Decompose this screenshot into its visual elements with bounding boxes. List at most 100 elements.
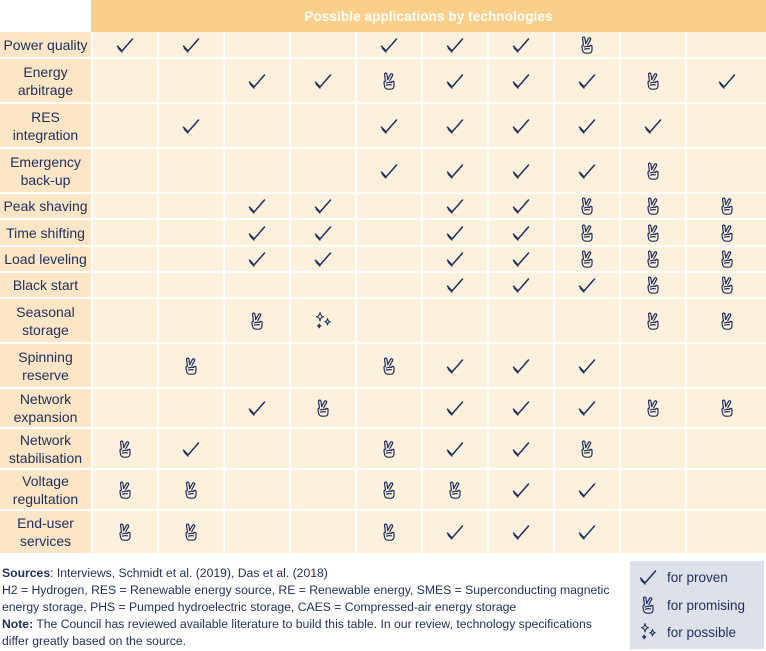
sources-text: : Interviews, Schmidt et al. (2019), Das… bbox=[50, 566, 328, 580]
table-cell bbox=[223, 194, 289, 220]
table-cell bbox=[421, 247, 487, 273]
checkmark-icon bbox=[445, 398, 465, 418]
table-cell bbox=[619, 59, 685, 104]
crossed-fingers-icon bbox=[115, 439, 135, 459]
table-cell bbox=[685, 59, 766, 104]
table-cell bbox=[619, 149, 685, 194]
table-cell bbox=[685, 273, 766, 299]
table-cell bbox=[553, 59, 619, 104]
legend-label: for promising bbox=[667, 597, 746, 613]
table-cell bbox=[355, 104, 421, 149]
table-cell bbox=[223, 32, 289, 59]
table-row: Black start bbox=[0, 273, 766, 299]
legend-item-proven: for proven bbox=[638, 567, 728, 587]
table-cell bbox=[685, 149, 766, 194]
table-cell bbox=[223, 429, 289, 470]
checkmark-icon bbox=[181, 439, 201, 459]
checkmark-icon bbox=[445, 35, 465, 55]
table-cell bbox=[487, 344, 553, 389]
table-cell bbox=[685, 247, 766, 273]
checkmark-icon bbox=[247, 196, 267, 216]
table-cell bbox=[685, 104, 766, 149]
table-cell bbox=[421, 470, 487, 511]
table-cell bbox=[553, 104, 619, 149]
checkmark-icon bbox=[181, 35, 201, 55]
table-cell bbox=[355, 273, 421, 299]
checkmark-icon bbox=[577, 522, 597, 542]
table-cell bbox=[223, 247, 289, 273]
table-row: Network expansion bbox=[0, 389, 766, 429]
table-cell bbox=[553, 429, 619, 470]
crossed-fingers-icon bbox=[181, 522, 201, 542]
checkmark-icon bbox=[445, 116, 465, 136]
table-row: Network stabilisation bbox=[0, 429, 766, 470]
sources-label: Sources bbox=[2, 566, 51, 580]
table-cell bbox=[91, 220, 157, 247]
table-cell bbox=[289, 194, 355, 220]
table-cell bbox=[487, 511, 553, 555]
table-cell bbox=[487, 389, 553, 429]
table-cell bbox=[421, 299, 487, 344]
table-cell bbox=[421, 389, 487, 429]
checkmark-icon bbox=[643, 116, 663, 136]
table-cell bbox=[487, 299, 553, 344]
table-cell bbox=[223, 104, 289, 149]
table-cell bbox=[355, 344, 421, 389]
table-cell bbox=[553, 32, 619, 59]
checkmark-icon bbox=[511, 196, 531, 216]
table-row: Peak shaving bbox=[0, 194, 766, 220]
table-cell bbox=[91, 299, 157, 344]
table-cell bbox=[289, 220, 355, 247]
table-cell bbox=[421, 104, 487, 149]
checkmark-icon bbox=[511, 35, 531, 55]
checkmark-icon bbox=[577, 275, 597, 295]
table-cell bbox=[619, 104, 685, 149]
row-label: Black start bbox=[0, 273, 91, 299]
row-label: Emergency back-up bbox=[0, 149, 91, 194]
table-cell bbox=[685, 344, 766, 389]
table-cell bbox=[91, 429, 157, 470]
table-cell bbox=[91, 470, 157, 511]
checkmark-icon bbox=[511, 249, 531, 269]
table-cell bbox=[289, 32, 355, 59]
table-cell bbox=[289, 344, 355, 389]
crossed-fingers-icon bbox=[717, 311, 737, 331]
table-cell bbox=[421, 32, 487, 59]
table-cell bbox=[223, 59, 289, 104]
crossed-fingers-icon bbox=[313, 398, 333, 418]
table-row: Power quality bbox=[0, 32, 766, 59]
checkmark-icon bbox=[577, 480, 597, 500]
table-cell bbox=[619, 389, 685, 429]
table-cell bbox=[619, 32, 685, 59]
checkmark-icon bbox=[445, 249, 465, 269]
checkmark-icon bbox=[511, 275, 531, 295]
table-cell bbox=[487, 429, 553, 470]
table-cell bbox=[553, 149, 619, 194]
table-cell bbox=[619, 429, 685, 470]
checkmark-icon bbox=[717, 71, 737, 91]
legend-label: for possible bbox=[667, 624, 737, 640]
table-cell bbox=[421, 429, 487, 470]
crossed-fingers-icon bbox=[717, 249, 737, 269]
table-cell bbox=[685, 299, 766, 344]
table-cell bbox=[355, 32, 421, 59]
row-label: RES integration bbox=[0, 104, 91, 149]
checkmark-icon bbox=[577, 356, 597, 376]
table-cell bbox=[157, 220, 223, 247]
table-cell bbox=[157, 149, 223, 194]
table-cell bbox=[91, 32, 157, 59]
table-cell bbox=[289, 429, 355, 470]
crossed-fingers-icon bbox=[247, 311, 267, 331]
checkmark-icon bbox=[511, 223, 531, 243]
table-row: Load leveling bbox=[0, 247, 766, 273]
table-cell bbox=[289, 511, 355, 555]
table-cell bbox=[685, 32, 766, 59]
crossed-fingers-icon bbox=[717, 223, 737, 243]
checkmark-icon bbox=[379, 116, 399, 136]
row-label: Seasonal storage bbox=[0, 299, 91, 344]
crossed-fingers-icon bbox=[643, 398, 663, 418]
table-cell bbox=[421, 59, 487, 104]
table-cell bbox=[487, 220, 553, 247]
table-cell bbox=[157, 470, 223, 511]
table-cell bbox=[619, 220, 685, 247]
